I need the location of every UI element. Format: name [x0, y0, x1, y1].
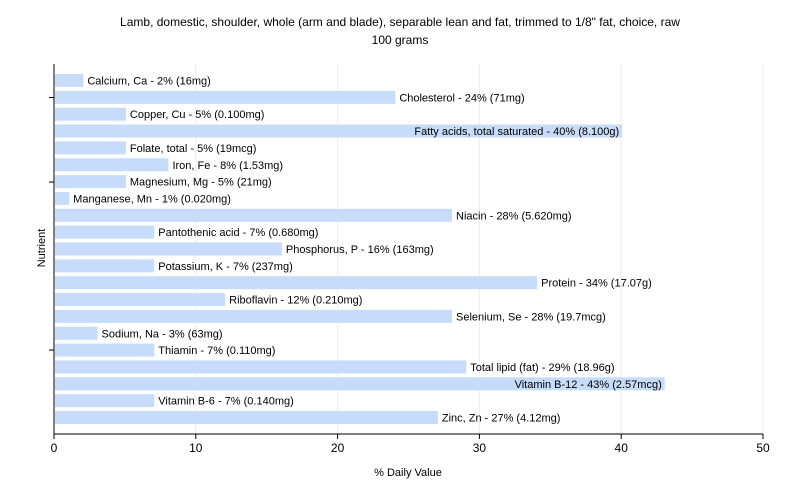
bar — [55, 225, 155, 239]
bar-value-label: Fatty acids, total saturated - 40% (8.10… — [414, 126, 619, 138]
x-tick-label: 50 — [756, 441, 770, 455]
bar — [55, 191, 70, 205]
x-tick-label: 30 — [473, 441, 487, 455]
bar — [55, 411, 438, 424]
y-axis-label: Nutrient — [36, 229, 48, 268]
bar — [55, 158, 169, 172]
bar — [55, 208, 453, 222]
bar-value-label: Selenium, Se - 28% (19.7mcg) — [456, 311, 606, 323]
bar-value-label: Iron, Fe - 8% (1.53mg) — [172, 160, 283, 172]
bar-value-label: Magnesium, Mg - 5% (21mg) — [130, 177, 272, 189]
bar — [55, 242, 282, 256]
bar — [55, 276, 538, 290]
chart-title: Lamb, domestic, shoulder, whole (arm and… — [120, 15, 680, 29]
x-axis-label: % Daily Value — [374, 467, 442, 479]
bar — [55, 377, 665, 391]
bar-value-label: Protein - 34% (17.07g) — [541, 278, 652, 290]
bar-value-label: Manganese, Mn - 1% (0.020mg) — [73, 193, 231, 205]
bar-value-label: Riboflavin - 12% (0.210mg) — [229, 295, 362, 307]
bar-value-label: Sodium, Na - 3% (63mg) — [102, 328, 223, 340]
bar-value-label: Phosphorus, P - 16% (163mg) — [286, 244, 434, 256]
x-tick-label: 0 — [51, 441, 58, 455]
bar — [55, 343, 155, 357]
chart-subtitle: 100 grams — [372, 33, 429, 47]
bar-value-label: Calcium, Ca - 2% (16mg) — [87, 76, 210, 88]
bar — [55, 293, 226, 307]
bar-value-label: Zinc, Zn - 27% (4.12mg) — [442, 413, 561, 425]
bar — [55, 360, 467, 374]
bar-value-label: Niacin - 28% (5.620mg) — [456, 210, 572, 222]
bar-value-label: Pantothenic acid - 7% (0.680mg) — [158, 227, 318, 239]
bar-value-label: Thiamin - 7% (0.110mg) — [158, 345, 275, 357]
bar — [55, 175, 126, 189]
bar — [55, 326, 98, 340]
bar — [55, 124, 623, 138]
x-tick-label: 20 — [331, 441, 345, 455]
bar — [55, 107, 126, 121]
bar — [55, 141, 126, 155]
x-tick-label: 40 — [615, 441, 629, 455]
bar-value-label: Copper, Cu - 5% (0.100mg) — [130, 109, 265, 121]
bar-value-label: Vitamin B-12 - 43% (2.57mcg) — [515, 379, 662, 391]
bars: Calcium, Ca - 2% (16mg) Cholesterol - 24%… — [55, 74, 665, 425]
bar — [55, 259, 155, 273]
x-tick-label: 10 — [189, 441, 203, 455]
bar — [55, 394, 155, 408]
bar-value-label: Vitamin B-6 - 7% (0.140mg) — [158, 396, 294, 408]
bar-value-label: Total lipid (fat) - 29% (18.96g) — [470, 362, 614, 374]
bar — [55, 309, 453, 323]
bar — [55, 90, 396, 104]
bar-value-label: Cholesterol - 24% (71mg) — [399, 92, 524, 104]
bar-value-label: Potassium, K - 7% (237mg) — [158, 261, 293, 273]
bar-value-label: Folate, total - 5% (19mcg) — [130, 143, 257, 155]
bar — [55, 74, 84, 87]
axes: 0 10 20 30 40 50 — [49, 64, 770, 455]
